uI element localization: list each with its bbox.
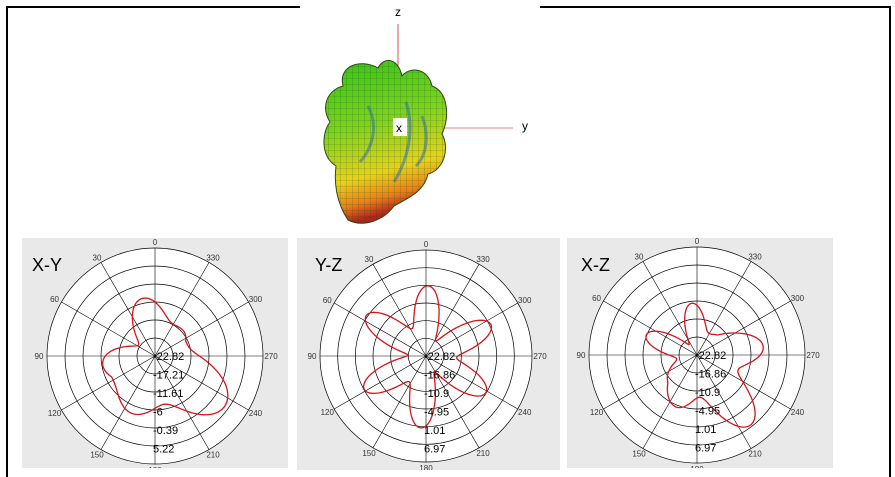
angle-label: 240 (518, 408, 532, 417)
pattern-shading (358, 101, 428, 183)
radial-label: -11.61 (153, 388, 183, 400)
polar-plot-xz: 0 30 60 90 120 150 180 210 240 270 300 330 -22.82 -16… (577, 238, 821, 468)
angle-label: 300 (791, 294, 805, 303)
polar-plot-yz: 0 30 60 90 120 150 180 210 240 270 300 330 -22.82 -16… (308, 240, 548, 470)
pattern-mesh (323, 60, 447, 224)
pattern-3d-svg: z x y (323, 5, 528, 224)
polar-spoke (154, 262, 210, 357)
panel-title-yz: Y-Z (315, 255, 343, 275)
angle-label: 90 (35, 352, 44, 361)
radial-label: -10.9 (695, 387, 720, 399)
angle-label: 330 (748, 252, 762, 261)
polar-panel-xy: 0 30 60 90 120 150 180 210 240 270 300 330 -22.82 -17… (22, 238, 288, 468)
polar-panel-yz: 0 30 60 90 120 150 180 210 240 270 300 330 -22.82 -16… (297, 238, 560, 470)
angle-label: 60 (323, 296, 332, 305)
radial-label: -17.21 (153, 370, 184, 382)
angle-label: 0 (153, 238, 158, 247)
angle-label: 180 (148, 466, 162, 468)
frame-gap (300, 2, 540, 10)
angle-label: 150 (90, 451, 104, 460)
angle-label: 90 (308, 352, 317, 361)
x-axis-marker (393, 118, 407, 136)
polar-spoke (334, 355, 427, 410)
radial-label: -16.86 (424, 370, 455, 382)
radial-label: 6.97 (424, 444, 445, 456)
polar-spoke (425, 302, 518, 357)
polar-spoke (61, 301, 156, 357)
angle-label: 60 (592, 294, 601, 303)
polar-spoke (334, 302, 427, 357)
z-axis-label: z (395, 6, 401, 19)
polar-spoke (372, 355, 427, 448)
radial-label: 1.01 (424, 425, 445, 437)
angle-label: 240 (249, 409, 263, 418)
polar-spoke (100, 262, 156, 357)
polar-spoke (154, 355, 249, 411)
radial-label: -4.95 (424, 407, 449, 419)
radial-label: 5.22 (153, 444, 174, 456)
radiation-curve (645, 302, 764, 428)
radiation-curve (101, 297, 229, 416)
polar-spoke (603, 354, 698, 410)
radial-label: -0.39 (153, 425, 178, 437)
angle-label: 240 (791, 408, 805, 417)
angle-label: 30 (93, 253, 102, 262)
radial-label: -6 (153, 407, 163, 419)
radial-label: -16.86 (695, 369, 726, 381)
polar-spoke (61, 355, 156, 411)
angle-label: 150 (362, 449, 376, 458)
panel-title-xy: X-Y (32, 255, 63, 275)
panel-title-xz: X-Z (581, 255, 610, 275)
angle-label: 30 (365, 255, 374, 264)
angle-label: 150 (632, 450, 646, 459)
angle-label: 210 (748, 450, 762, 459)
angle-label: 120 (321, 408, 335, 417)
radial-label: -22.82 (153, 351, 184, 363)
angle-label: 90 (577, 351, 586, 360)
x-axis-label: x (396, 121, 402, 135)
radiation-pattern-3d: z x y (298, 5, 543, 232)
angle-label: 300 (249, 295, 263, 304)
radial-label: -4.95 (695, 406, 720, 418)
radial-label: -10.9 (424, 388, 449, 400)
radial-label: 1.01 (695, 424, 716, 436)
radial-label: -22.82 (695, 350, 726, 362)
polar-spoke (154, 355, 210, 450)
angle-label: 330 (206, 253, 220, 262)
angle-label: 120 (590, 408, 604, 417)
angle-label: 300 (518, 296, 532, 305)
polar-spoke (154, 301, 249, 357)
angle-label: 0 (695, 238, 700, 246)
angle-label: 120 (48, 409, 62, 418)
radial-label: -22.82 (424, 351, 455, 363)
polar-spoke (425, 355, 480, 448)
angle-label: 60 (50, 295, 59, 304)
angle-label: 210 (206, 451, 220, 460)
angle-label: 210 (476, 449, 490, 458)
angle-label: 270 (264, 352, 278, 361)
polar-spoke (696, 300, 791, 356)
angle-label: 270 (533, 352, 547, 361)
polar-spoke (696, 261, 752, 356)
angle-label: 330 (476, 255, 490, 264)
polar-spoke (696, 354, 752, 449)
radial-label: 6.97 (695, 443, 716, 455)
radiation-curve (362, 285, 493, 429)
angle-label: 270 (806, 351, 820, 360)
angle-label: 30 (635, 252, 644, 261)
polar-plot-xy: 0 30 60 90 120 150 180 210 240 270 300 330 -22.82 -17… (35, 238, 279, 468)
polar-spoke (696, 354, 791, 410)
y-axis-label: y (522, 119, 528, 133)
polar-spoke (425, 355, 518, 410)
polar-spoke (425, 264, 480, 357)
polar-spoke (372, 264, 427, 357)
polar-panel-xz: 0 30 60 90 120 150 180 210 240 270 300 330 -22.82 -16… (567, 238, 833, 468)
angle-label: 180 (690, 465, 704, 468)
angle-label: 180 (419, 464, 433, 470)
polar-spoke (603, 300, 698, 356)
polar-spoke (100, 355, 156, 450)
angle-label: 0 (424, 240, 429, 249)
